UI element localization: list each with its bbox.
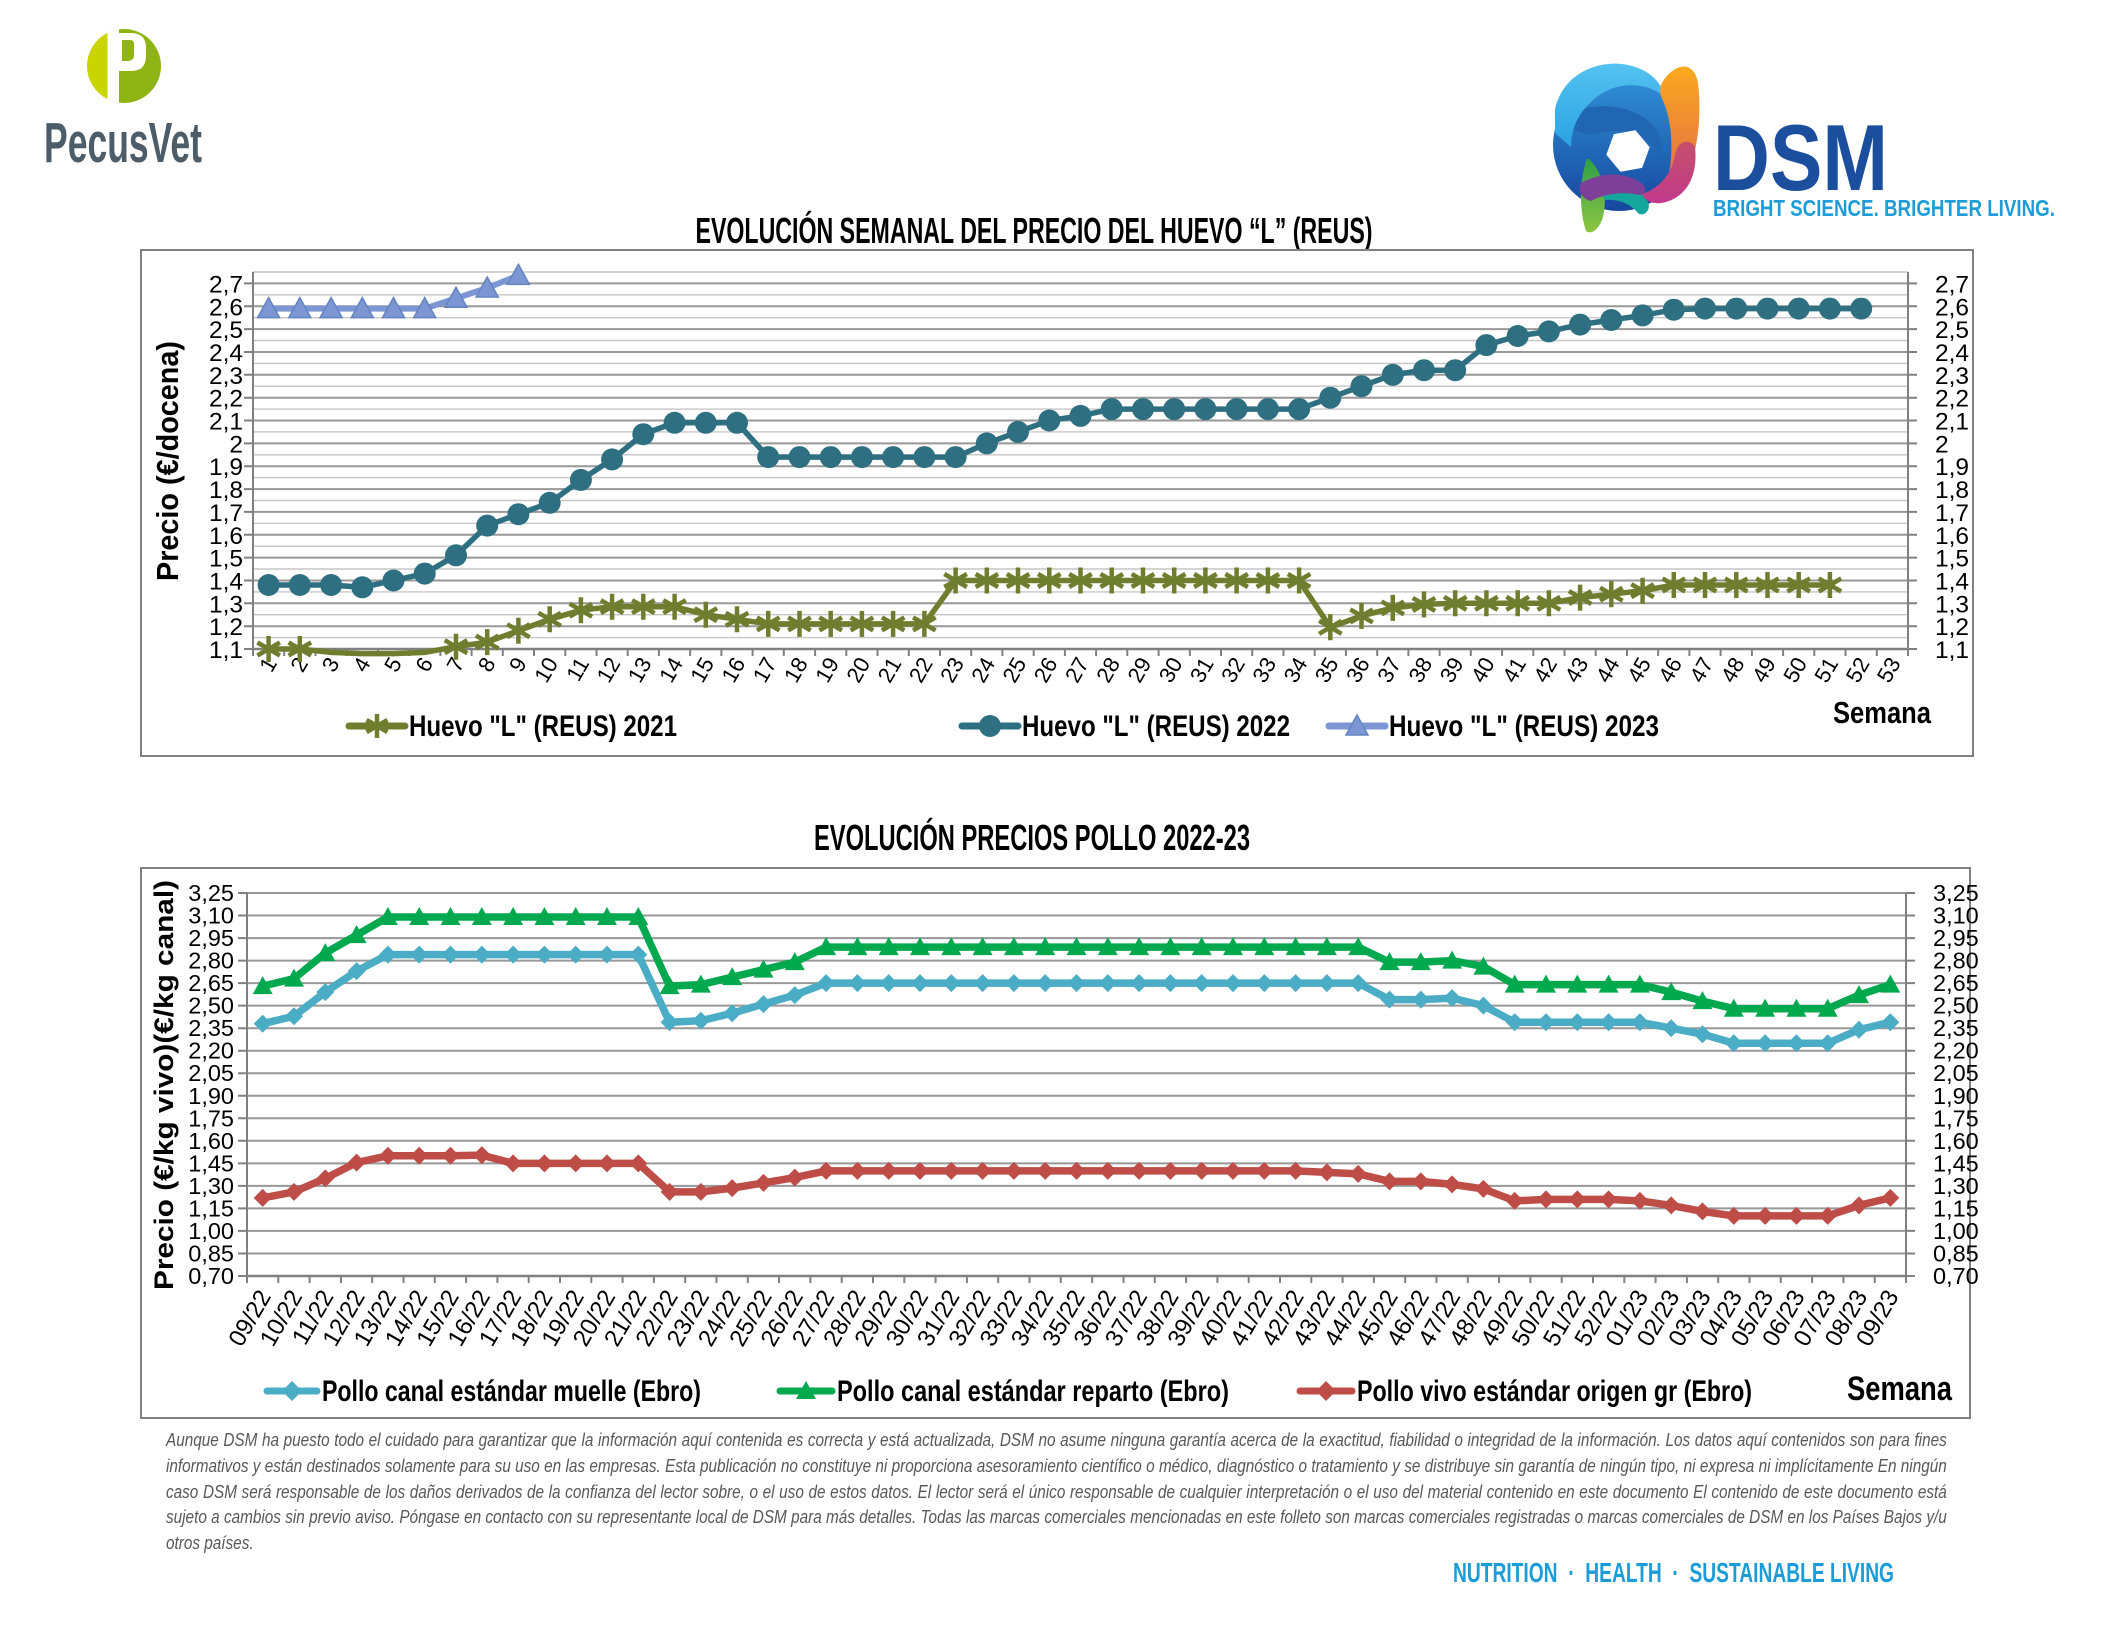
svg-text:1,60: 1,60 [188,1128,234,1154]
svg-text:2,2: 2,2 [1935,386,1969,413]
svg-text:1,2: 1,2 [1935,614,1969,641]
svg-text:2,35: 2,35 [188,1015,234,1041]
svg-text:2,05: 2,05 [188,1060,234,1086]
svg-text:1,6: 1,6 [209,523,243,550]
svg-text:1,45: 1,45 [188,1150,234,1176]
svg-text:1,8: 1,8 [1935,477,1969,504]
svg-text:Huevo "L" (REUS) 2022: Huevo "L" (REUS) 2022 [1022,710,1290,743]
svg-text:3,10: 3,10 [188,903,234,929]
svg-text:1,3: 1,3 [1935,591,1969,618]
svg-text:2,3: 2,3 [1935,363,1969,390]
svg-text:2,80: 2,80 [188,948,234,974]
svg-text:1,45: 1,45 [1933,1150,1979,1176]
svg-text:2,50: 2,50 [188,993,234,1019]
svg-text:1,6: 1,6 [1935,523,1969,550]
svg-text:1,60: 1,60 [1933,1128,1979,1154]
svg-text:1,30: 1,30 [188,1173,234,1199]
svg-text:2,5: 2,5 [1935,317,1969,344]
svg-text:1,90: 1,90 [1933,1083,1979,1109]
svg-text:0,70: 0,70 [1933,1263,1979,1289]
svg-text:Huevo "L" (REUS) 2021: Huevo "L" (REUS) 2021 [409,710,677,743]
svg-text:Pollo canal estándar reparto (: Pollo canal estándar reparto (Ebro) [837,1375,1229,1408]
svg-text:1,9: 1,9 [1935,454,1969,481]
svg-text:1,3: 1,3 [209,591,243,618]
svg-text:0,85: 0,85 [1933,1241,1979,1267]
svg-text:BRIGHT SCIENCE. BRIGHTER LIVIN: BRIGHT SCIENCE. BRIGHTER LIVING. [1713,195,2055,221]
svg-text:2,35: 2,35 [1933,1015,1979,1041]
svg-text:2: 2 [229,431,243,458]
svg-text:1,5: 1,5 [1935,546,1969,573]
svg-text:2,50: 2,50 [1933,993,1979,1019]
svg-text:1,8: 1,8 [209,477,243,504]
svg-text:1,30: 1,30 [1933,1173,1979,1199]
svg-text:2,5: 2,5 [209,317,243,344]
svg-text:0,70: 0,70 [188,1263,234,1289]
svg-text:EVOLUCIÓN PRECIOS POLLO 2022-2: EVOLUCIÓN PRECIOS POLLO 2022-23 [814,816,1250,858]
svg-text:2,7: 2,7 [1935,271,1969,298]
svg-text:DSM: DSM [1713,105,1888,210]
svg-text:Huevo "L" (REUS) 2023: Huevo "L" (REUS) 2023 [1389,710,1659,743]
svg-text:2,95: 2,95 [1933,925,1979,951]
svg-text:Semana: Semana [1833,695,1932,730]
svg-text:Pollo vivo estándar origen gr: Pollo vivo estándar origen gr (Ebro) [1357,1375,1752,1408]
svg-text:2,3: 2,3 [209,363,243,390]
svg-text:1,15: 1,15 [188,1195,234,1221]
svg-text:NUTRITION · HEALTH · SUSTA: NUTRITION · HEALTH · SUSTAINABLE LIVING [1453,1557,1894,1588]
svg-text:Precio (€/kg vivo)(€/kg canal): Precio (€/kg vivo)(€/kg canal) [149,880,179,1290]
svg-text:3,25: 3,25 [1933,880,1979,906]
svg-text:2,4: 2,4 [209,340,243,367]
svg-text:3,10: 3,10 [1933,903,1979,929]
svg-text:3,25: 3,25 [188,880,234,906]
svg-text:1,75: 1,75 [1933,1105,1979,1131]
svg-text:1,4: 1,4 [209,569,243,596]
svg-text:2,95: 2,95 [188,925,234,951]
svg-text:2,6: 2,6 [209,294,243,321]
svg-text:2,20: 2,20 [1933,1038,1979,1064]
svg-text:2,7: 2,7 [209,271,243,298]
svg-text:Semana: Semana [1847,1370,1953,1408]
svg-text:1,9: 1,9 [209,454,243,481]
svg-text:1,75: 1,75 [188,1105,234,1131]
svg-text:1,1: 1,1 [209,637,243,664]
svg-text:2,05: 2,05 [1933,1060,1979,1086]
svg-text:1,2: 1,2 [209,614,243,641]
svg-text:2,65: 2,65 [188,970,234,996]
svg-text:Precio (€/docena): Precio (€/docena) [150,341,185,581]
svg-text:2,1: 2,1 [209,409,243,436]
svg-text:1,1: 1,1 [1935,637,1969,664]
svg-text:1,00: 1,00 [188,1218,234,1244]
svg-text:1,7: 1,7 [1935,500,1969,527]
svg-text:1,7: 1,7 [209,500,243,527]
svg-text:Pollo canal estándar muelle (E: Pollo canal estándar muelle (Ebro) [322,1375,701,1408]
svg-text:1,15: 1,15 [1933,1195,1979,1221]
svg-text:2,80: 2,80 [1933,948,1979,974]
svg-text:2,20: 2,20 [188,1038,234,1064]
svg-text:EVOLUCIÓN SEMANAL DEL PRECIO D: EVOLUCIÓN SEMANAL DEL PRECIO DEL HUEVO “… [696,209,1373,251]
svg-text:2: 2 [1935,431,1949,458]
svg-text:2,4: 2,4 [1935,340,1969,367]
svg-text:2,2: 2,2 [209,386,243,413]
svg-text:1,4: 1,4 [1935,569,1969,596]
svg-text:2,6: 2,6 [1935,294,1969,321]
svg-text:1,90: 1,90 [188,1083,234,1109]
svg-text:1,5: 1,5 [209,546,243,573]
svg-text:2,65: 2,65 [1933,970,1979,996]
svg-text:2,1: 2,1 [1935,409,1969,436]
svg-text:PecusVet: PecusVet [44,111,202,175]
svg-text:1,00: 1,00 [1933,1218,1979,1244]
svg-text:0,85: 0,85 [188,1241,234,1267]
